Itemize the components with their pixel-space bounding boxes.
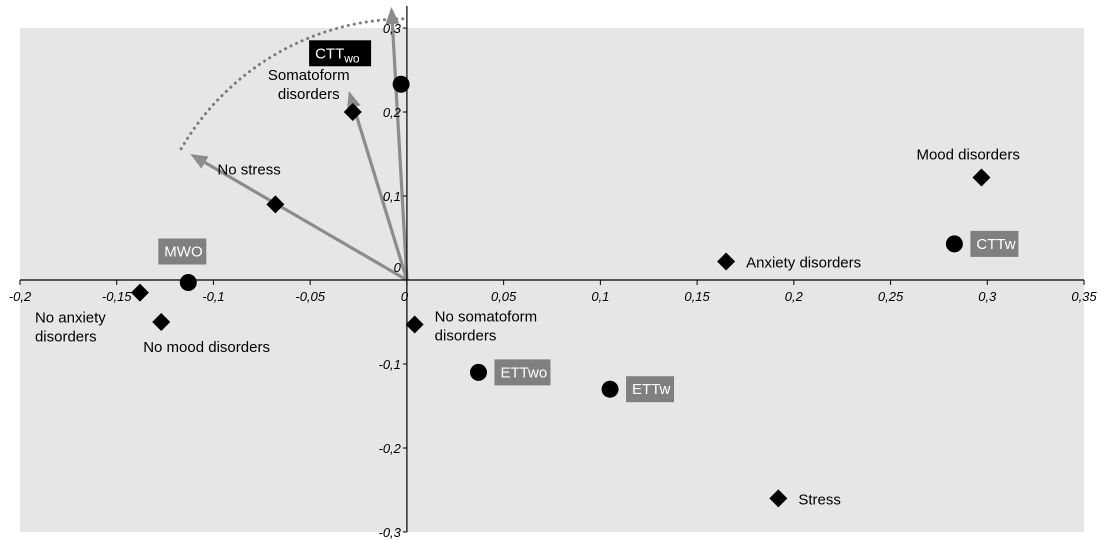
diamond-marker [130, 283, 149, 302]
x-tick-label: -0,05 [295, 289, 325, 304]
axes [20, 6, 1084, 532]
x-tick-label: 0,15 [684, 289, 710, 304]
circle-marker [179, 274, 197, 292]
diamond-marker [769, 489, 788, 508]
y-tick-label: 0,1 [383, 189, 401, 204]
vector-line [204, 161, 408, 282]
diamond-label: No mood disorders [143, 339, 270, 356]
tick-labels: -0,2 -0,15 -0,1 -0,05 0 0,05 0,1 0,15 0,2 0,25 0,3… [9, 21, 1098, 540]
diamond-marker [717, 252, 736, 271]
y-tick-label: -0,3 [379, 525, 402, 540]
circle-marker [945, 235, 963, 253]
diamond-label: No anxiety [35, 310, 106, 327]
circle-label-box [626, 376, 675, 403]
diamond-marker [343, 103, 362, 121]
y-tick-label: -0,1 [379, 357, 401, 372]
circle-label: MWO [164, 244, 202, 261]
y-tick-label: 0 [394, 260, 402, 275]
x-tick-label: 0,3 [978, 289, 997, 304]
diamond-label: Mood disorders [916, 147, 1019, 164]
circle-marker [601, 380, 619, 398]
x-tick-label: 0,35 [1071, 289, 1097, 304]
x-tick-label: 0,05 [491, 289, 517, 304]
diamond-marker [972, 168, 991, 187]
x-tick-label: 0,2 [785, 289, 804, 304]
diamond-label: disorders [435, 328, 497, 345]
circle-label: ETTwo [500, 364, 547, 381]
x-tick-label: 0,25 [878, 289, 904, 304]
vector-arrowhead [190, 154, 209, 169]
vector-arrowhead [347, 91, 361, 110]
diamond-label: Stress [798, 491, 841, 508]
y-tick-label: -0,2 [379, 441, 402, 456]
x-tick-label: -0,15 [102, 289, 132, 304]
vector-arrowhead [385, 7, 400, 25]
diamond-marker [405, 315, 424, 334]
vector-line [390, 23, 409, 281]
circle-marker [469, 363, 487, 381]
diamond-label: Somatoform [268, 67, 350, 84]
diamond-label: No somatoform [435, 309, 538, 326]
circle-label-box [970, 230, 1019, 257]
circle-label: ETTw [632, 381, 671, 398]
circle-label-box [309, 40, 372, 67]
diamond-label: No stress [217, 161, 280, 178]
x-tick-label: -0,1 [202, 289, 224, 304]
angle-arc-outer [179, 17, 409, 151]
angle-arcs [179, 17, 409, 151]
y-tick-label: 0,2 [383, 105, 402, 120]
x-tick-label: 0,1 [591, 289, 609, 304]
y-tick-label: 0,3 [383, 21, 402, 36]
circle-label-box [494, 359, 551, 386]
circle-label-box [158, 238, 207, 265]
diamond-label: disorders [35, 329, 97, 346]
circle-marker [392, 75, 410, 93]
vector-arrows [190, 7, 409, 282]
diamond-marker [266, 195, 285, 214]
diamond-label: disorders [278, 86, 340, 103]
x-tick-label: -0,2 [9, 289, 32, 304]
x-tick-label: 0 [401, 289, 409, 304]
diamond-marker [152, 313, 171, 331]
diamond-points: Somatoform disorders No stress Mood disorde… [35, 67, 1020, 508]
diamond-label: Anxiety disorders [746, 255, 861, 272]
circle-label: CTTw [976, 236, 1015, 253]
vector-line [352, 106, 409, 281]
